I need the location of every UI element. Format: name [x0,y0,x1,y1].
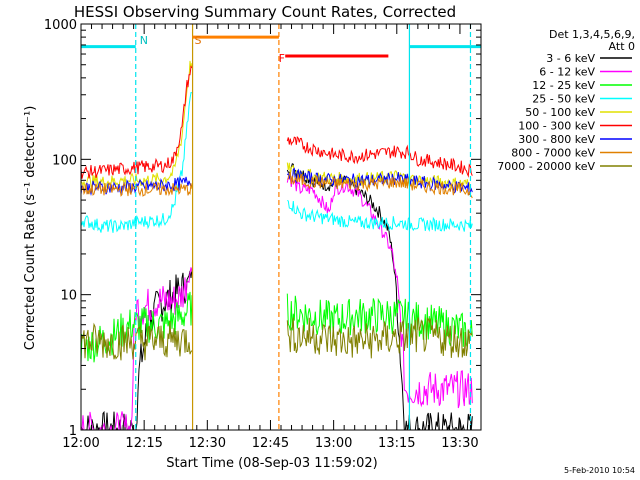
legend-header-line2: Att 0 [609,40,635,53]
legend-header-line1: Det 1,3,4,5,6,9, [549,28,635,41]
legend-label-3: 25 - 50 keV [532,93,595,106]
chart-title: HESSI Observing Summary Count Rates, Cor… [74,3,456,21]
x-tick-label-4: 13:00 [315,436,352,451]
annotation-label-0: N [140,34,148,47]
y-tick-label-2: 100 [52,153,77,168]
y-axis-label: Corrected Count Rate (s⁻¹ detector⁻¹) [23,106,38,351]
x-tick-label-2: 12:30 [189,436,226,451]
legend-label-0: 3 - 6 keV [546,52,595,65]
x-tick-label-3: 12:45 [252,436,289,451]
y-tick-label-1: 10 [60,289,77,304]
footer-timestamp: 5-Feb-2010 10:54 [564,466,635,475]
legend-label-4: 50 - 100 keV [525,106,595,119]
series-line-8 [81,317,473,361]
plot-inner [81,60,473,430]
x-tick-label-6: 13:30 [441,436,478,451]
legend-label-2: 12 - 25 keV [532,79,595,92]
x-tick-label-0: 12:00 [62,436,99,451]
y-tick-label-0: 1 [69,424,77,439]
x-tick-label-1: 12:15 [125,436,162,451]
legend-label-6: 300 - 800 keV [518,133,595,146]
plot-area: N S F [81,24,481,430]
series-line-5 [81,65,473,179]
legend-label-5: 100 - 300 keV [518,120,595,133]
legend-label-1: 6 - 12 keV [539,66,595,79]
legend-label-7: 800 - 7000 keV [511,147,595,160]
annotation-label-2: F [279,52,285,65]
series-line-3 [81,92,473,233]
series-line-7 [81,171,473,199]
y-tick-label-3: 1000 [44,18,77,33]
x-axis-label: Start Time (08-Sep-03 11:59:02) [166,456,377,471]
legend-label-8: 7000 - 20000 keV [497,160,595,173]
axes: 1 10 100 1000 12:00 12:15 12:30 12:45 13:00 13:15… [44,18,482,451]
x-tick-label-5: 13:15 [378,436,415,451]
annotation-label-1: S [194,34,201,47]
